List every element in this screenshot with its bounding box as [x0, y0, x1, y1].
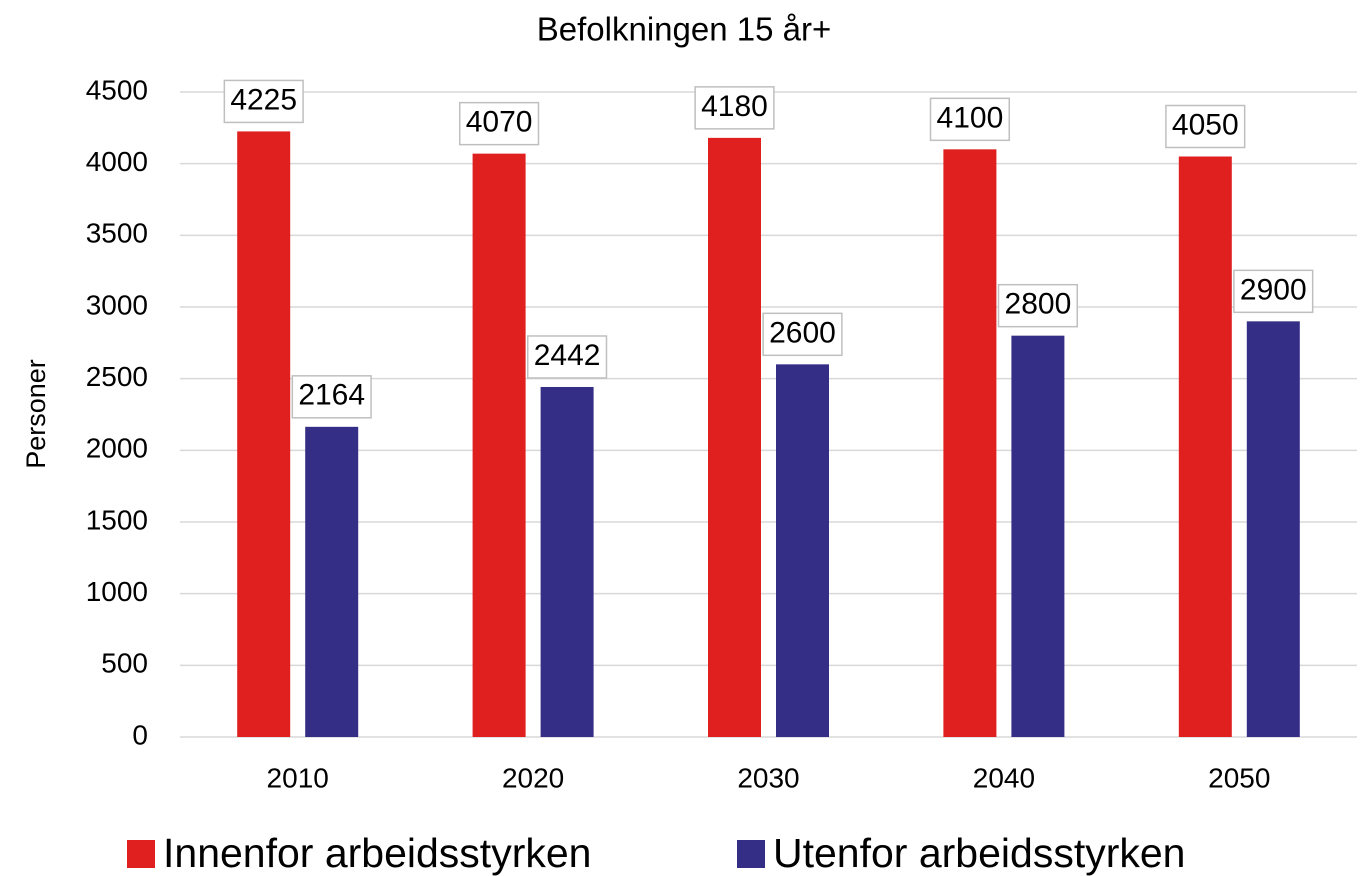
data-label-box — [929, 97, 1011, 142]
y-tick-label: 0 — [132, 719, 148, 750]
x-tick-label: 2040 — [973, 762, 1035, 793]
data-label-box — [526, 335, 608, 379]
data-label-box — [997, 283, 1079, 328]
chart-title: Befolkningen 15 år+ — [537, 11, 831, 48]
y-tick-label: 4000 — [86, 146, 148, 177]
data-label: 2900 — [1240, 273, 1307, 306]
bar — [943, 149, 997, 738]
data-label: 2164 — [298, 379, 365, 412]
bar — [540, 386, 594, 737]
data-label: 4180 — [701, 90, 768, 123]
bar — [305, 426, 359, 737]
y-tick-label: 3000 — [86, 289, 148, 320]
data-label: 4050 — [1172, 108, 1239, 141]
data-label-box — [458, 101, 540, 146]
bar — [1011, 335, 1065, 737]
data-label: 2800 — [1005, 288, 1072, 321]
data-label-box — [1165, 104, 1246, 149]
bar — [472, 153, 526, 738]
y-axis-label: Personer — [21, 359, 51, 469]
bar — [776, 364, 829, 737]
x-tick-label: 2030 — [737, 762, 799, 793]
legend-swatch — [127, 840, 155, 868]
bar — [1178, 156, 1232, 737]
legend-label: Utenfor arbeidsstyrken — [773, 830, 1185, 876]
y-tick-label: 1000 — [86, 576, 148, 607]
bar — [237, 131, 291, 737]
data-label: 4100 — [937, 101, 1004, 134]
x-tick-label: 2050 — [1208, 762, 1270, 793]
bar — [708, 137, 761, 737]
legend-swatch — [737, 840, 765, 868]
data-label: 4225 — [230, 83, 297, 116]
x-tick-label: 2010 — [267, 762, 329, 793]
y-tick-label: 2000 — [86, 433, 148, 464]
data-label-box — [762, 312, 843, 357]
data-label-box — [223, 79, 304, 124]
data-label-box — [694, 86, 775, 130]
y-tick-label: 1500 — [86, 504, 148, 535]
data-label-box — [1233, 269, 1314, 314]
bar — [1246, 321, 1300, 737]
y-tick-label: 4500 — [86, 74, 148, 105]
data-label-box — [291, 375, 372, 419]
data-label: 4070 — [466, 106, 533, 139]
y-tick-label: 3500 — [86, 218, 148, 249]
legend-label: Innenfor arbeidsstyrken — [163, 830, 591, 876]
data-label: 2442 — [534, 339, 601, 372]
data-label: 2600 — [769, 316, 836, 349]
y-tick-label: 500 — [101, 648, 148, 679]
y-tick-label: 2500 — [86, 361, 148, 392]
x-tick-label: 2020 — [502, 762, 564, 793]
